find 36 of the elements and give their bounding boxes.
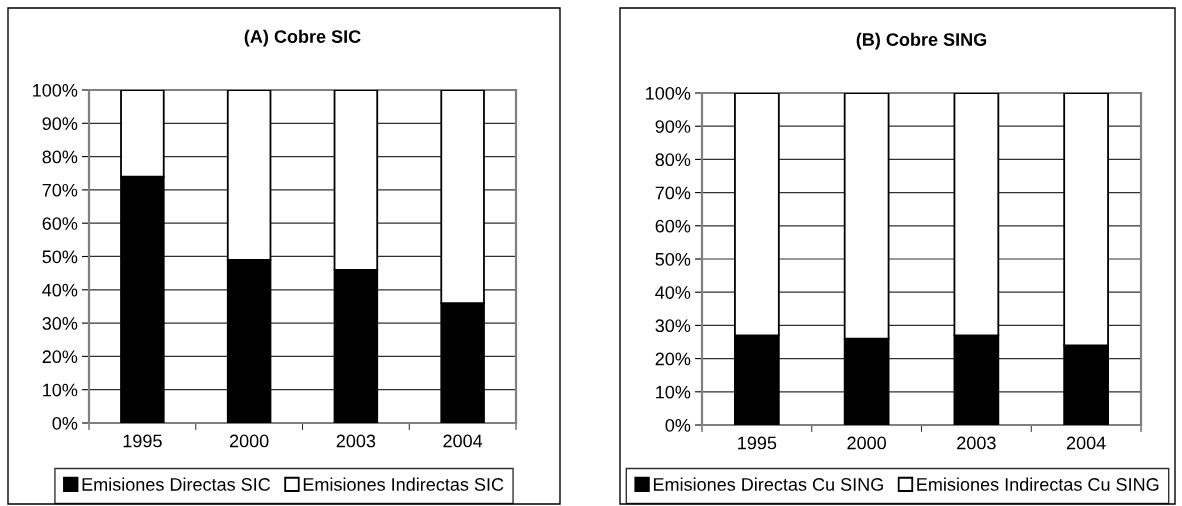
chart-title: (A) Cobre SIC — [244, 29, 361, 47]
y-tick-label: 90% — [42, 117, 78, 131]
y-tick-label: 80% — [42, 150, 78, 164]
y-tick-label: 30% — [42, 317, 78, 330]
x-tick-label: 2000 — [847, 436, 886, 450]
y-tick-label: 0% — [665, 418, 691, 432]
y-tick-label: 20% — [655, 352, 691, 366]
y-tick-label: 70% — [42, 183, 78, 197]
y-tick-label: 70% — [655, 186, 691, 200]
y-tick-label: 60% — [655, 219, 691, 233]
legend-label: Emisiones Directas Cu SING — [653, 477, 883, 491]
y-tick-label: 10% — [656, 385, 691, 399]
x-tick-label: 2003 — [336, 434, 376, 448]
y-tick-label: 50% — [42, 250, 78, 264]
y-tick-label: 100% — [33, 83, 78, 97]
y-tick-label: 30% — [655, 319, 691, 333]
x-tick-label: 2004 — [1066, 436, 1106, 450]
x-tick-label: 2000 — [229, 434, 269, 448]
y-tick-label: 100% — [646, 86, 691, 100]
chart-title: (B) Cobre SING — [856, 32, 987, 50]
y-tick-label: 40% — [42, 283, 78, 297]
x-tick-label: 2004 — [443, 434, 483, 448]
x-tick-label: 1995 — [123, 434, 162, 448]
legend-label: Emisiones Directas SIC — [82, 477, 271, 491]
y-tick-label: 40% — [655, 286, 691, 299]
y-tick-label: 20% — [42, 350, 78, 364]
legend-label: Emisiones Indirectas Cu SING — [917, 477, 1159, 491]
x-tick-label: 2003 — [957, 436, 996, 450]
legend-label: Emisiones Indirectas SIC — [303, 477, 504, 491]
y-tick-label: 90% — [655, 120, 691, 133]
y-tick-label: 60% — [42, 217, 78, 230]
y-tick-label: 50% — [655, 252, 691, 266]
y-tick-label: 10% — [43, 383, 78, 397]
x-tick-label: 1995 — [738, 436, 777, 450]
y-tick-label: 80% — [655, 153, 691, 167]
y-tick-label: 0% — [52, 416, 78, 430]
